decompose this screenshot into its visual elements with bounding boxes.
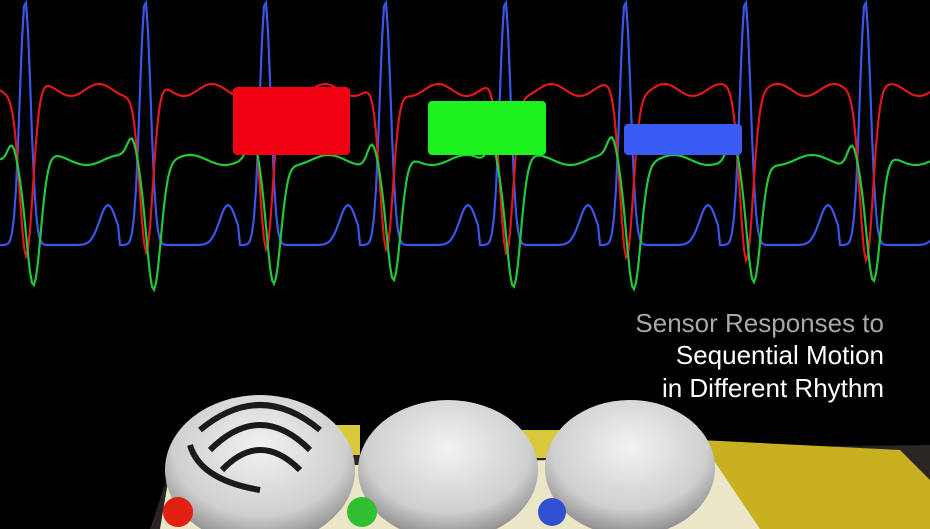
green-indicator bbox=[428, 101, 546, 155]
caption-line: in Different Rhythm bbox=[662, 373, 884, 403]
blue-marker bbox=[538, 498, 566, 526]
blue-indicator bbox=[624, 124, 742, 155]
caption-line: Sequential Motion bbox=[676, 340, 884, 370]
red-marker bbox=[163, 497, 193, 527]
red-indicator bbox=[233, 87, 350, 155]
caption-line: Sensor Responses to bbox=[635, 308, 884, 338]
green-marker bbox=[347, 497, 377, 527]
video-frame: Sensor Responses to Sequential Motion in… bbox=[0, 0, 930, 529]
